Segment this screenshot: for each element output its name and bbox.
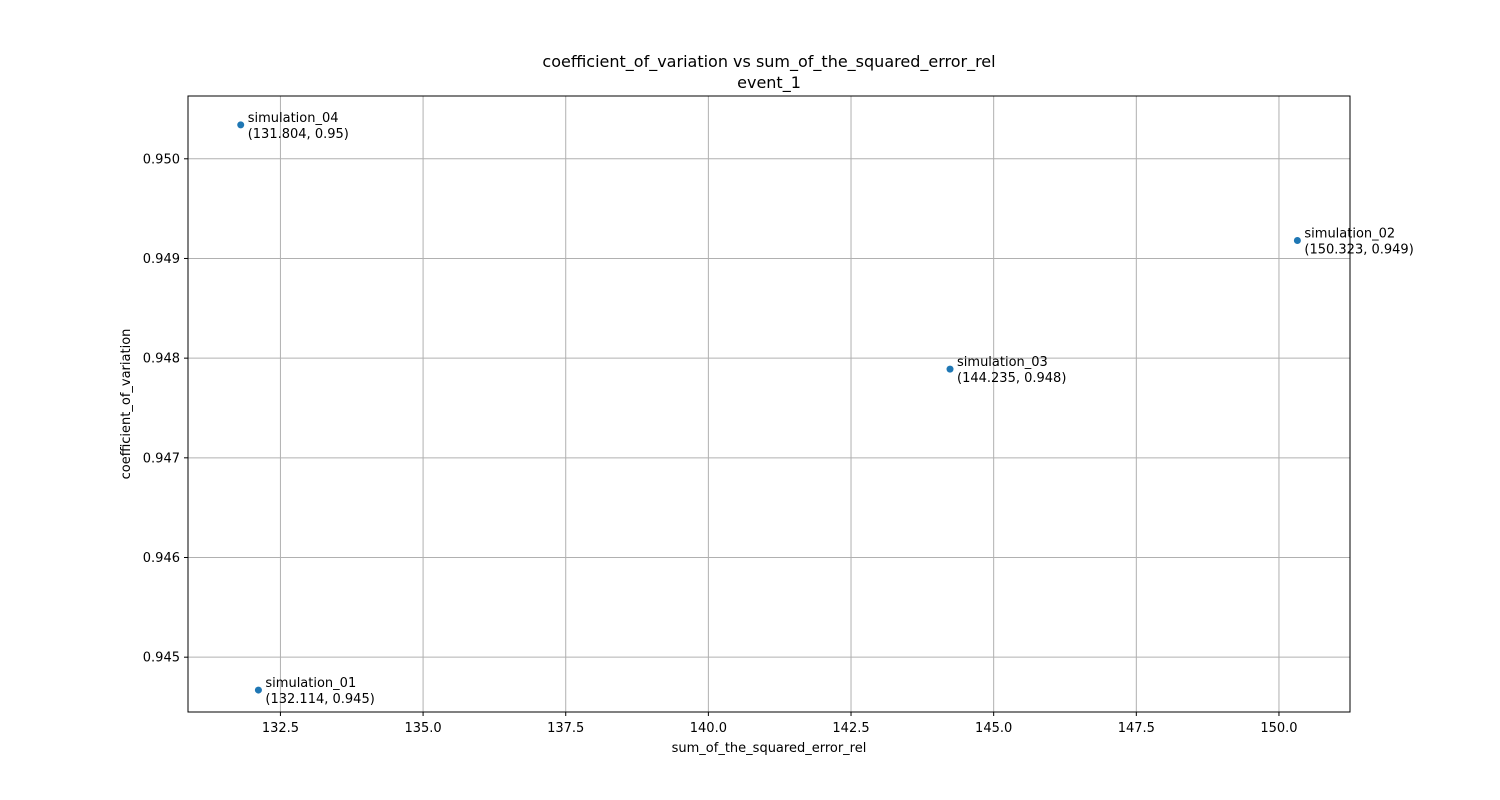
y-tick-label: 0.947	[143, 451, 180, 466]
x-tick-label: 137.5	[547, 721, 584, 736]
x-axis-label: sum_of_the_squared_error_rel	[672, 741, 867, 756]
point-name-label: simulation_03	[957, 355, 1048, 370]
point-name-label: simulation_04	[248, 111, 339, 126]
point-value-label: (150.323, 0.949)	[1304, 243, 1413, 258]
point-value-label: (131.804, 0.95)	[248, 127, 349, 142]
y-tick-label: 0.945	[143, 651, 180, 666]
chart-subtitle: event_1	[737, 73, 801, 93]
x-tick-label: 147.5	[1118, 721, 1155, 736]
point-name-label: simulation_01	[265, 676, 356, 691]
y-axis-label: coefficient_of_variation	[119, 329, 134, 480]
data-point-group: simulation_01(132.114, 0.945)	[254, 676, 375, 707]
scatter-point	[946, 365, 954, 373]
x-tick-label: 150.0	[1260, 721, 1297, 736]
y-tick-label: 0.949	[143, 252, 180, 267]
y-tick-label: 0.946	[143, 551, 180, 566]
data-points: simulation_04(131.804, 0.95)simulation_0…	[237, 111, 1414, 707]
y-tick-label: 0.950	[143, 152, 180, 167]
data-point-group: simulation_02(150.323, 0.949)	[1293, 227, 1414, 258]
y-tick-label: 0.948	[143, 352, 180, 367]
scatter-point	[254, 686, 262, 694]
scatter-point	[1293, 237, 1301, 245]
x-tick-label: 135.0	[404, 721, 441, 736]
x-tick-label: 142.5	[832, 721, 869, 736]
grid	[188, 96, 1350, 712]
point-value-label: (132.114, 0.945)	[265, 692, 374, 707]
data-point-group: simulation_03(144.235, 0.948)	[946, 355, 1066, 386]
axis-ticks: 132.5 135.0 137.5 140.0 142.5 145.0 147.5 150.0…	[143, 152, 1298, 736]
chart-title: coefficient_of_variation vs sum_of_the_s…	[542, 52, 995, 72]
x-tick-label: 145.0	[975, 721, 1012, 736]
x-tick-label: 132.5	[262, 721, 299, 736]
data-point-group: simulation_04(131.804, 0.95)	[237, 111, 349, 142]
point-name-label: simulation_02	[1304, 227, 1395, 242]
point-value-label: (144.235, 0.948)	[957, 371, 1066, 386]
x-tick-label: 140.0	[690, 721, 727, 736]
plot-area	[187, 95, 1351, 713]
scatter-point	[237, 121, 245, 129]
